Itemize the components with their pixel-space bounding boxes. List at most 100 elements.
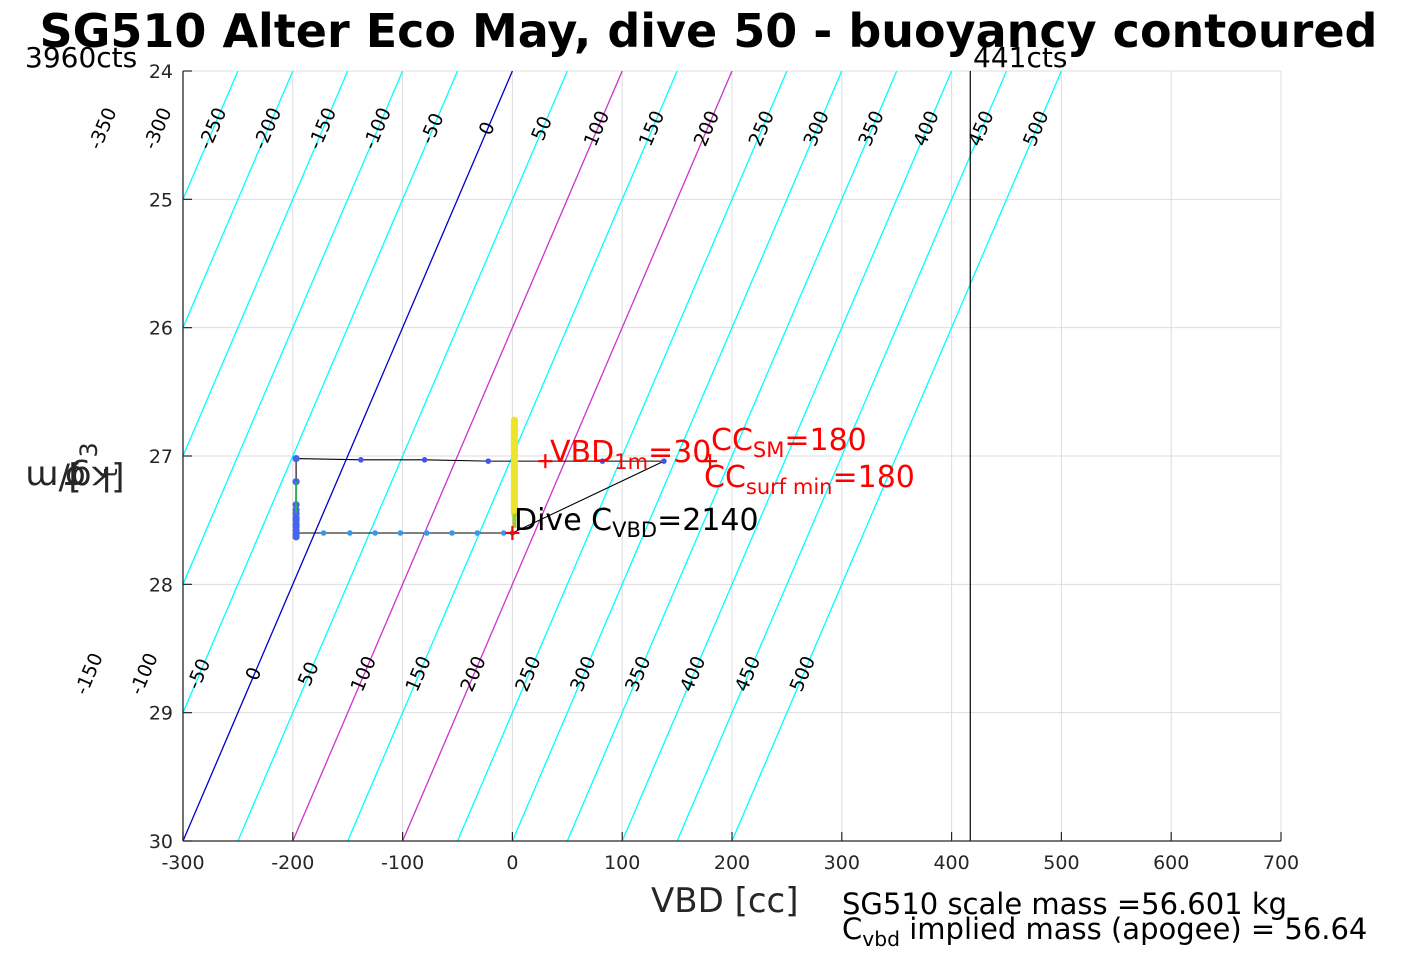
x-tick-label: 200 — [714, 852, 750, 874]
vbd-1m-value: =30 — [648, 435, 712, 470]
implied-mass-note: Cvbd implied mass (apogee) = 56.64 — [842, 913, 1367, 955]
contour-label-upper: -350 — [84, 104, 121, 152]
x-tick-label: -300 — [161, 852, 204, 874]
x-axis-label: VBD [cc] — [651, 881, 799, 921]
dive-path-point — [661, 458, 667, 464]
y-tick-label: 28 — [149, 574, 173, 596]
y-axis-units-close: ] — [68, 457, 82, 498]
contour-label-lower: 400 — [676, 653, 710, 695]
contour-line — [292, 71, 623, 841]
dive-path-point — [358, 457, 364, 463]
contour-label-lower: -150 — [71, 650, 108, 698]
x-tick-label: 500 — [1043, 852, 1079, 874]
cc-sm-annotation: CCSM=180 — [711, 424, 867, 467]
contour-label-upper: 450 — [964, 108, 998, 150]
dive-cvbd-prefix: Dive C — [514, 503, 613, 538]
vbd-1m-prefix: VBD — [550, 435, 615, 470]
contour-label-lower: -100 — [126, 650, 163, 698]
contour-line — [621, 71, 953, 841]
dive-path-point — [397, 530, 404, 536]
x-tick-label: 100 — [604, 852, 640, 874]
dive-cvbd-value: =2140 — [657, 503, 759, 538]
contour-label-lower: 250 — [511, 653, 545, 695]
x-tick-label: 400 — [933, 852, 969, 874]
contour-line — [676, 71, 1008, 841]
contour-label-upper: 250 — [744, 108, 778, 150]
dive-path-point — [347, 530, 353, 536]
dive-path-point — [500, 530, 507, 536]
cc-surf-min-sub: surf min — [745, 475, 833, 499]
contour-label-lower: 150 — [401, 653, 435, 695]
cc-surf-min-value: =180 — [832, 460, 915, 495]
left-counts-label: 3960cts — [25, 41, 138, 74]
cc-sm-sub: SM — [752, 438, 785, 462]
surface-point — [292, 454, 300, 463]
cc-sm-prefix: CC — [711, 423, 753, 458]
implied-mass-text: implied mass (apogee) = 56.64 — [900, 912, 1368, 946]
contour-label-upper: 400 — [909, 108, 943, 150]
contour-label-upper: 200 — [690, 108, 724, 150]
contour-label-upper: 500 — [1019, 108, 1053, 150]
y-tick-label: 30 — [149, 831, 173, 853]
contour-label-lower: 450 — [731, 653, 765, 695]
right-counts-label: 441cts — [973, 41, 1068, 74]
dive-path-point — [423, 530, 430, 536]
contour-line — [402, 71, 733, 841]
dive-path-point — [599, 458, 606, 464]
y-axis-units-sup: 3 — [74, 442, 103, 458]
contour-line — [183, 71, 404, 586]
contour-line — [511, 71, 843, 841]
contour-label-upper: -250 — [194, 104, 231, 152]
y-tick-label: 29 — [149, 703, 173, 725]
contour-label-lower: 50 — [294, 659, 324, 690]
y-tick-label: 24 — [149, 61, 173, 83]
contour-label-upper: -100 — [359, 104, 396, 152]
cc-surf-min-prefix: CC — [704, 460, 746, 495]
contour-label-lower: 200 — [456, 653, 490, 695]
surface-point — [292, 533, 300, 541]
cc-surf-min-annotation: CCsurf min=180 — [704, 461, 915, 504]
implied-mass-sub: vbd — [862, 926, 901, 951]
contour-label-upper: 100 — [580, 108, 614, 150]
vbd-1m-annotation: VBD1m=30 — [550, 436, 711, 479]
contour-label-upper: 300 — [799, 108, 833, 150]
contour-label-lower: 350 — [621, 653, 655, 695]
vbd-1m-sub: 1m — [614, 450, 649, 474]
contour-line — [183, 71, 513, 841]
y-tick-label: 25 — [149, 189, 173, 211]
dive-path-point — [449, 530, 455, 536]
dive-path-point — [485, 458, 492, 464]
contour-label-lower: 0 — [241, 664, 266, 684]
chart-title: SG510 Alter Eco May, dive 50 - buoyancy … — [39, 4, 1378, 58]
y-tick-label: 26 — [149, 318, 173, 340]
dive-cvbd-annotation: Dive CVBD=2140 — [514, 504, 759, 547]
contour-label-lower: 300 — [566, 653, 600, 695]
contour-label-upper: 50 — [527, 113, 557, 144]
contour-label-upper: -200 — [249, 104, 286, 152]
x-tick-label: -100 — [381, 852, 424, 874]
contour-label-upper: -50 — [416, 110, 448, 147]
x-tick-label: 0 — [506, 852, 518, 874]
contour-label-lower: -50 — [183, 655, 215, 692]
x-tick-label: 600 — [1153, 852, 1189, 874]
implied-mass-prefix: C — [842, 912, 863, 946]
dive-path-point — [474, 530, 481, 536]
contour-line — [566, 71, 898, 841]
dive-cvbd-sub: VBD — [612, 518, 658, 542]
dive-path-point — [421, 457, 428, 463]
contour-label-lower: 500 — [786, 653, 820, 695]
contour-line — [456, 71, 788, 841]
cc-sm-value: =180 — [784, 423, 867, 458]
contour-label-upper: 350 — [854, 108, 888, 150]
contour-line — [183, 71, 294, 330]
y-tick-label: 27 — [149, 446, 173, 468]
x-tick-label: -200 — [271, 852, 314, 874]
contour-label-upper: -150 — [304, 104, 341, 152]
contour-label-upper: -300 — [139, 104, 176, 152]
contour-line — [237, 71, 568, 841]
x-tick-label: 700 — [1263, 852, 1299, 874]
contour-label-lower: 100 — [346, 653, 380, 695]
dive-path-point — [320, 530, 327, 536]
contour-line — [731, 71, 1062, 841]
